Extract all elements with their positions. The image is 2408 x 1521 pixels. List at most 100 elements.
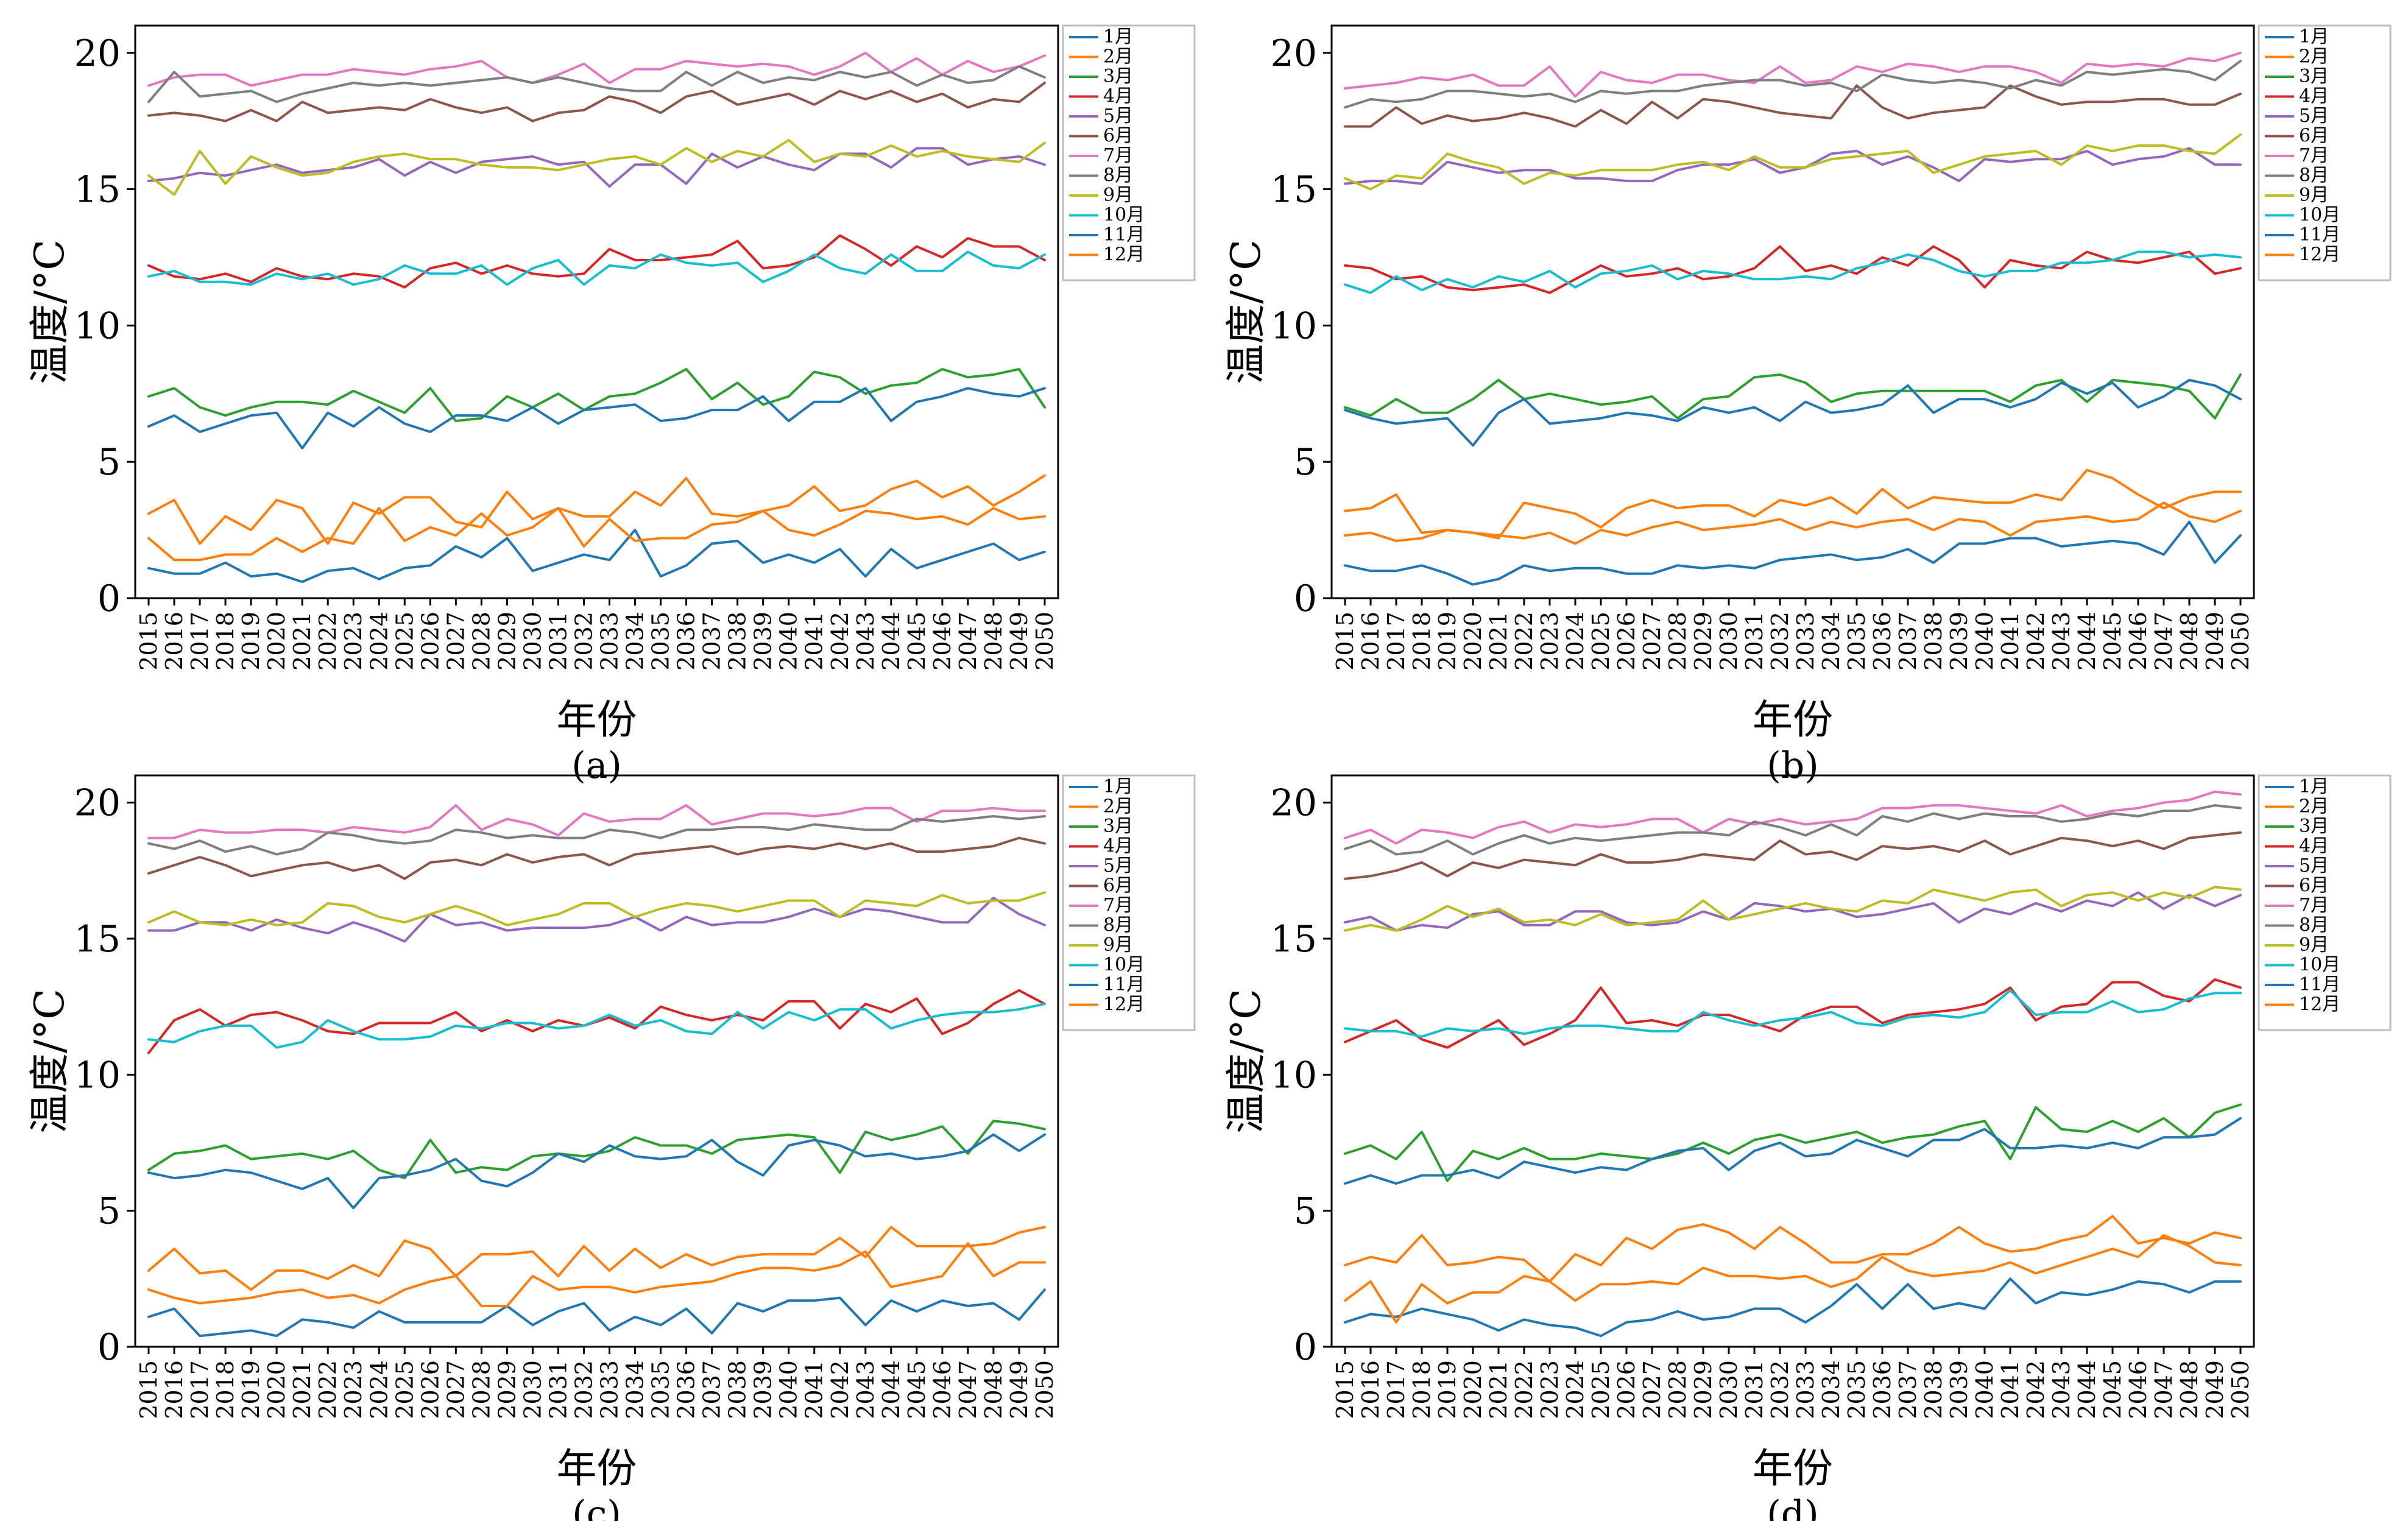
x-tick-label: 2021 [289, 612, 316, 671]
y-tick-label: 20 [74, 782, 121, 825]
series-line-7 [147, 51, 1046, 87]
x-tick-label: 2044 [878, 612, 905, 671]
x-tick-label: 2047 [955, 612, 981, 671]
x-tick-label: 2049 [1006, 612, 1033, 671]
legend-label: 6月 [2299, 125, 2329, 147]
legend-label: 5月 [1103, 105, 1133, 127]
x-tick-label: 2026 [1613, 1360, 1640, 1419]
series-line-12 [147, 474, 1046, 545]
x-tick-label: 2042 [827, 612, 853, 671]
legend-label: 12月 [2299, 244, 2340, 266]
x-tick-label: 2029 [1690, 1360, 1717, 1419]
y-axis-label: 温度/°C [26, 239, 73, 384]
x-tick-label: 2037 [1894, 1360, 1921, 1419]
x-tick-label: 2027 [442, 1360, 469, 1419]
series-line-8 [147, 65, 1046, 104]
legend-label: 12月 [1103, 994, 1145, 1015]
y-tick-label: 0 [97, 577, 121, 620]
legend-label: 6月 [1103, 875, 1133, 897]
y-tick-label: 15 [74, 169, 121, 211]
y-tick-label: 15 [1271, 169, 1317, 211]
x-tick-label: 2046 [2125, 612, 2152, 671]
x-tick-label: 2047 [955, 1360, 981, 1419]
x-tick-label: 2048 [980, 1360, 1007, 1419]
x-tick-label: 2031 [1741, 612, 1768, 671]
legend-label: 9月 [2299, 934, 2329, 956]
legend-label: 1月 [2299, 776, 2329, 797]
x-tick-label: 2028 [468, 612, 495, 671]
x-tick-label: 2016 [161, 612, 188, 671]
series-line-2 [1344, 1233, 2242, 1324]
x-tick-label: 2044 [2074, 1360, 2100, 1419]
series-line-10 [1344, 989, 2242, 1038]
x-tick-label: 2023 [1536, 1360, 1563, 1419]
x-tick-label: 2026 [417, 612, 443, 671]
x-tick-label: 2017 [1383, 1360, 1410, 1419]
legend-label: 10月 [1103, 205, 1145, 226]
x-tick-label: 2033 [596, 612, 623, 671]
axes-frame [134, 24, 1059, 599]
x-tick-label: 2017 [186, 612, 213, 671]
series-line-7 [1344, 790, 2242, 845]
x-tick-label: 2049 [1006, 1360, 1033, 1419]
series-line-11 [147, 1133, 1046, 1210]
x-tick-label: 2046 [2125, 1360, 2152, 1419]
y-tick-label: 0 [97, 1326, 121, 1369]
x-tick-label: 2050 [1031, 612, 1058, 671]
x-tick-label: 2021 [1485, 1360, 1512, 1419]
x-tick-label: 2036 [1869, 612, 1896, 671]
y-tick-label: 15 [1271, 918, 1317, 961]
x-tick-label: 2024 [365, 612, 392, 671]
y-tick-label: 10 [74, 1054, 121, 1096]
x-tick-label: 2024 [1562, 612, 1589, 671]
x-tick-label: 2018 [1408, 612, 1435, 671]
x-tick-label: 2034 [622, 1360, 649, 1419]
x-tick-label: 2040 [1971, 1360, 1998, 1419]
x-tick-label: 2018 [212, 1360, 239, 1419]
x-tick-label: 2047 [2150, 1360, 2177, 1419]
x-tick-label: 2015 [1332, 1360, 1358, 1419]
legend-box [2258, 24, 2392, 281]
legend-label: 1月 [2299, 26, 2329, 48]
x-tick-label: 2043 [2048, 1360, 2075, 1419]
x-tick-label: 2036 [673, 612, 700, 671]
series-line-12 [1344, 1215, 2242, 1283]
x-tick-label: 2035 [1843, 1360, 1870, 1419]
x-tick-label: 2031 [545, 612, 571, 671]
x-tick-label: 2042 [827, 1360, 853, 1419]
panel-label: (b) [1767, 744, 1818, 787]
legend-box [1062, 24, 1196, 281]
x-tick-label: 2027 [1639, 612, 1665, 671]
legend-label: 8月 [1103, 165, 1133, 186]
y-tick-label: 20 [1271, 782, 1317, 825]
y-tick-label: 5 [1294, 1190, 1317, 1233]
series-line-6 [147, 82, 1046, 122]
legend-label: 2月 [2299, 46, 2329, 68]
x-tick-label: 2035 [648, 612, 674, 671]
legend-label: 3月 [1103, 66, 1133, 87]
legend-label: 11月 [1103, 974, 1145, 995]
x-tick-label: 2032 [1767, 612, 1793, 671]
x-tick-label: 2032 [570, 1360, 597, 1419]
series-line-4 [147, 234, 1046, 289]
legend-label: 6月 [2299, 875, 2329, 897]
y-tick-label: 0 [1294, 577, 1317, 620]
x-tick-label: 2023 [340, 1360, 367, 1419]
series-line-4 [1344, 245, 2242, 294]
legend-label: 8月 [1103, 915, 1133, 936]
x-tick-label: 2016 [1357, 1360, 1384, 1419]
series-line-5 [147, 897, 1046, 943]
x-tick-label: 2040 [775, 612, 802, 671]
x-tick-label: 2043 [852, 1360, 879, 1419]
series-line-7 [1344, 51, 2242, 98]
x-axis-label: 年份 [557, 696, 637, 743]
series-line-3 [1344, 1103, 2242, 1182]
series-line-9 [1344, 133, 2242, 191]
x-tick-label: 2015 [1332, 612, 1358, 671]
x-tick-label: 2020 [263, 1360, 290, 1419]
x-tick-label: 2016 [1357, 612, 1384, 671]
chart-panel: 0 5 10 15 20 20152016201720182019202020212022… [26, 24, 1196, 787]
